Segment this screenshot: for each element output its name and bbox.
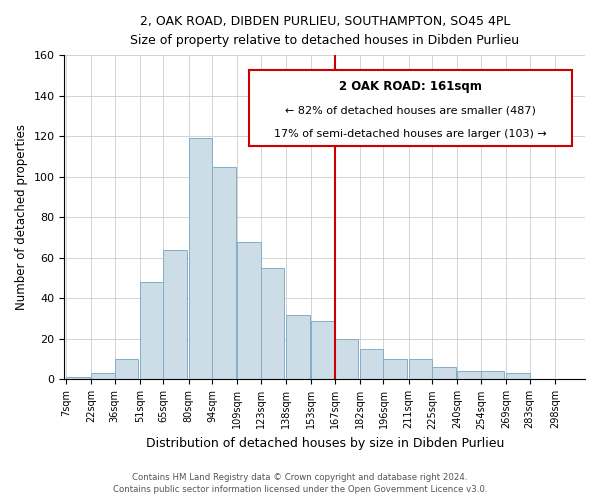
Title: 2, OAK ROAD, DIBDEN PURLIEU, SOUTHAMPTON, SO45 4PL
Size of property relative to : 2, OAK ROAD, DIBDEN PURLIEU, SOUTHAMPTON… [130, 15, 519, 47]
Bar [383, 359, 407, 380]
Y-axis label: Number of detached properties: Number of detached properties [15, 124, 28, 310]
Bar [188, 138, 212, 380]
Bar [212, 166, 236, 380]
Text: 17% of semi-detached houses are larger (103) →: 17% of semi-detached houses are larger (… [274, 130, 547, 140]
Bar [360, 349, 383, 380]
X-axis label: Distribution of detached houses by size in Dibden Purlieu: Distribution of detached houses by size … [146, 437, 504, 450]
Text: Contains HM Land Registry data © Crown copyright and database right 2024.
Contai: Contains HM Land Registry data © Crown c… [113, 472, 487, 494]
Bar [261, 268, 284, 380]
Text: 2 OAK ROAD: 161sqm: 2 OAK ROAD: 161sqm [339, 80, 482, 93]
Bar [163, 250, 187, 380]
Bar [115, 359, 138, 380]
Bar [481, 372, 505, 380]
Bar [335, 339, 358, 380]
Bar [91, 374, 115, 380]
Bar [432, 368, 455, 380]
Text: ← 82% of detached houses are smaller (487): ← 82% of detached houses are smaller (48… [285, 106, 536, 116]
Bar [506, 374, 530, 380]
Bar [238, 242, 261, 380]
FancyBboxPatch shape [249, 70, 572, 146]
Bar [409, 359, 432, 380]
Bar [66, 378, 89, 380]
Bar [457, 372, 481, 380]
Bar [286, 314, 310, 380]
Bar [311, 320, 335, 380]
Bar [140, 282, 163, 380]
